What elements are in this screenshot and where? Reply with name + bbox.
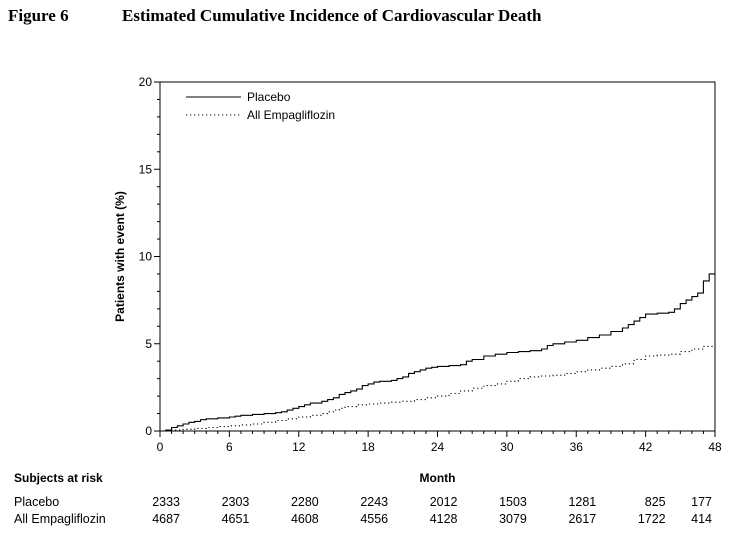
- risk-cell: 1503: [499, 495, 527, 509]
- risk-cell: 3079: [499, 512, 527, 526]
- risk-cell: 1722: [638, 512, 666, 526]
- x-tick-label: 24: [431, 440, 445, 454]
- y-axis: 0 5 10 15 20: [139, 75, 160, 438]
- y-axis-title: Patients with event (%): [113, 191, 127, 322]
- x-tick-label: 12: [292, 440, 306, 454]
- x-tick-label: 42: [639, 440, 653, 454]
- legend-label-placebo: Placebo: [247, 90, 291, 104]
- risk-row-label: Placebo: [14, 495, 59, 509]
- y-tick-label: 0: [145, 424, 152, 438]
- risk-cell: 2243: [360, 495, 388, 509]
- risk-cell: 2303: [222, 495, 250, 509]
- x-tick-label: 0: [157, 440, 164, 454]
- plot-frame: [159, 81, 716, 432]
- figure-title: Estimated Cumulative Incidence of Cardio…: [122, 6, 542, 25]
- risk-row-label: All Empagliflozin: [14, 512, 106, 526]
- risk-cell: 2617: [568, 512, 596, 526]
- risk-cell: 177: [691, 495, 712, 509]
- risk-cell: 4651: [222, 512, 250, 526]
- x-tick-label: 18: [361, 440, 375, 454]
- figure-label: Figure 6: [8, 6, 69, 25]
- y-tick-label: 5: [145, 337, 152, 351]
- series-layer: [160, 273, 716, 432]
- risk-cell: 4608: [291, 512, 319, 526]
- series-line-empagliflozin: [160, 345, 716, 432]
- x-tick-label: 6: [226, 440, 233, 454]
- y-tick-label: 20: [139, 75, 153, 89]
- risk-cell: 2333: [152, 495, 180, 509]
- x-tick-label: 48: [708, 440, 722, 454]
- risk-cell: 4128: [430, 512, 458, 526]
- x-axis-title: Month: [420, 471, 456, 485]
- x-axis: 0 6 12 18 24 30 36 42 48: [157, 431, 722, 454]
- risk-table: Subjects at risk Placebo 2333 2303 2280 2243…: [14, 471, 712, 526]
- series-line-placebo: [160, 273, 715, 432]
- risk-table-title: Subjects at risk: [14, 471, 103, 485]
- x-tick-label: 30: [500, 440, 514, 454]
- risk-cell: 4556: [360, 512, 388, 526]
- legend: Placebo All Empagliflozin: [186, 90, 335, 122]
- risk-cell: 414: [691, 512, 712, 526]
- y-tick-label: 15: [139, 162, 153, 176]
- risk-cell: 1281: [568, 495, 596, 509]
- y-tick-label: 10: [139, 250, 153, 264]
- risk-cell: 2280: [291, 495, 319, 509]
- x-tick-label: 36: [570, 440, 584, 454]
- legend-label-empagliflozin: All Empagliflozin: [247, 108, 335, 122]
- risk-cell: 2012: [430, 495, 458, 509]
- figure-header: Figure 6 Estimated Cumulative Incidence o…: [8, 6, 541, 26]
- risk-cell: 825: [645, 495, 666, 509]
- risk-cell: 4687: [152, 512, 180, 526]
